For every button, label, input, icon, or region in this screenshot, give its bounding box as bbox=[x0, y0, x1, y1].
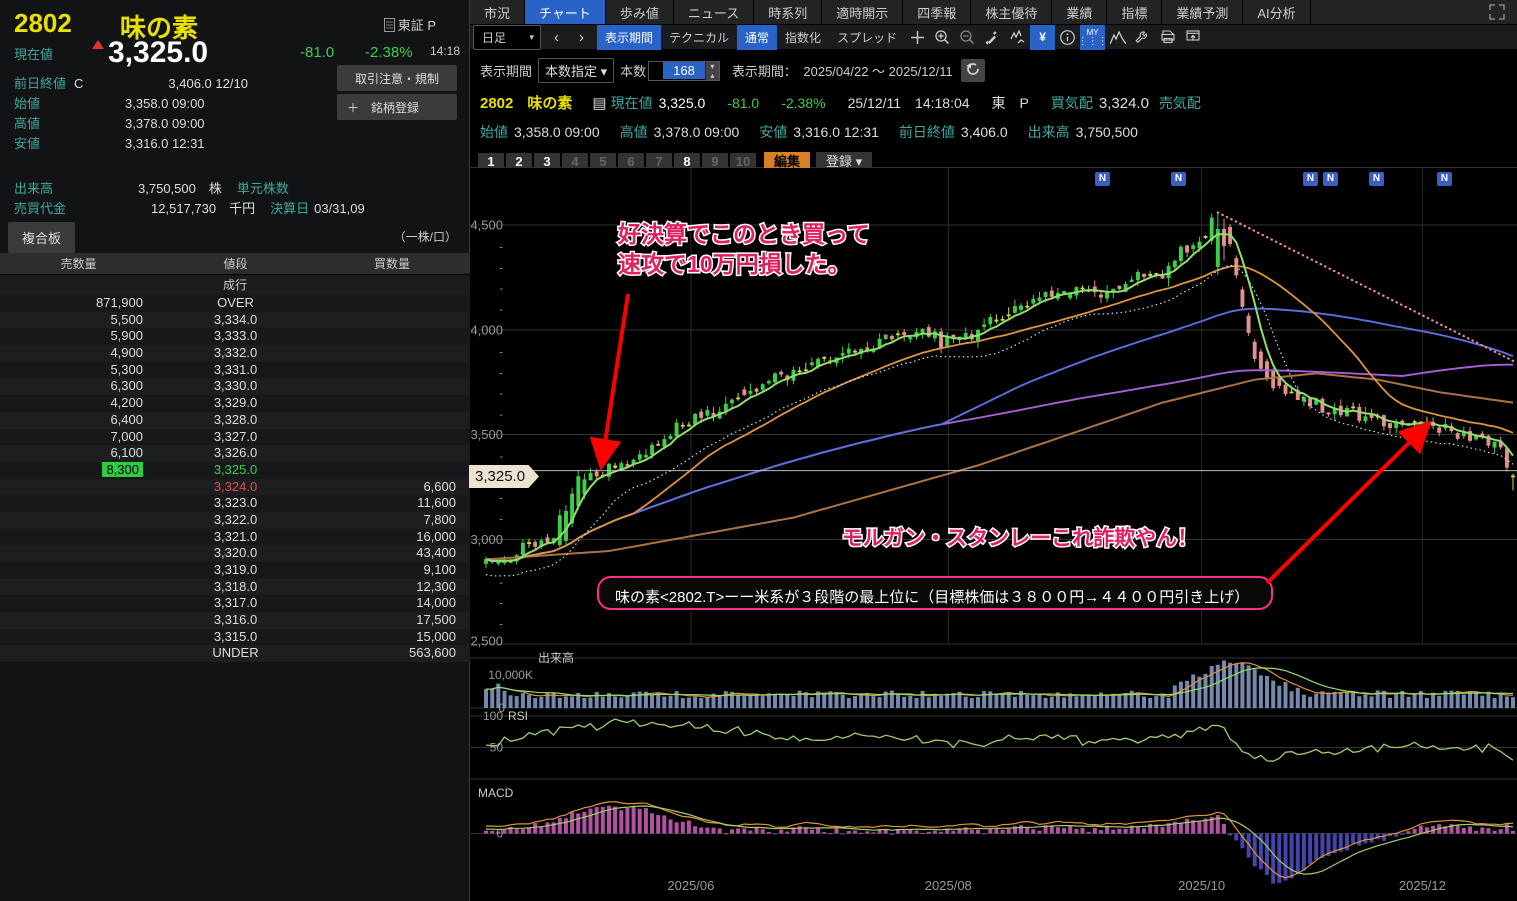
svg-text:-: - bbox=[499, 514, 503, 526]
svg-text:-: - bbox=[499, 262, 503, 274]
svg-text:2,500: 2,500 bbox=[470, 634, 503, 649]
svg-text:-: - bbox=[499, 367, 503, 379]
svg-text:RSI: RSI bbox=[508, 709, 528, 723]
svg-text:2025/10: 2025/10 bbox=[1178, 878, 1225, 893]
svg-text:-: - bbox=[499, 346, 503, 358]
svg-text:-: - bbox=[499, 619, 503, 631]
svg-text:100: 100 bbox=[483, 709, 503, 723]
svg-text:-: - bbox=[499, 304, 503, 316]
svg-text:-: - bbox=[499, 598, 503, 610]
svg-text:3,000: 3,000 bbox=[470, 532, 503, 547]
svg-text:MACD: MACD bbox=[478, 786, 514, 800]
svg-text:10,000K: 10,000K bbox=[488, 668, 533, 682]
svg-text:4,000: 4,000 bbox=[470, 323, 503, 338]
svg-text:2025/12: 2025/12 bbox=[1399, 878, 1446, 893]
svg-text:4,500: 4,500 bbox=[470, 218, 503, 233]
svg-text:-: - bbox=[499, 577, 503, 589]
svg-text:3,500: 3,500 bbox=[470, 427, 503, 442]
svg-text:2025/08: 2025/08 bbox=[925, 878, 972, 893]
svg-text:-: - bbox=[499, 409, 503, 421]
svg-text:2025/06: 2025/06 bbox=[667, 878, 714, 893]
svg-text:-: - bbox=[499, 283, 503, 295]
svg-text:-: - bbox=[499, 241, 503, 253]
svg-text:-: - bbox=[499, 451, 503, 463]
svg-text:-: - bbox=[499, 388, 503, 400]
svg-text:-: - bbox=[499, 493, 503, 505]
svg-text:出来高: 出来高 bbox=[538, 650, 574, 665]
